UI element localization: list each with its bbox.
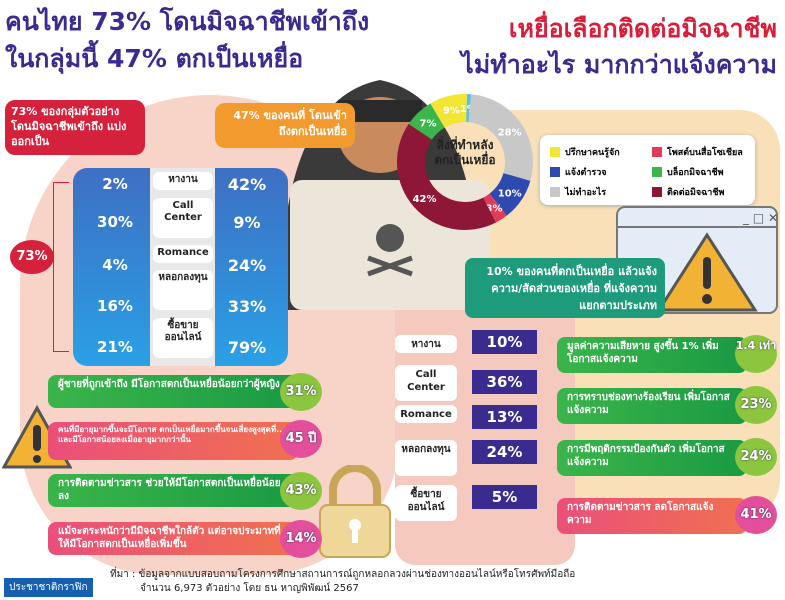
fact-bar: การติดตามข่าวสาร ลดโอกาสแจ้งความ	[557, 498, 747, 534]
headline-left-1: คนไทย 73% โดนมิจฉาชีพเข้าถึง	[5, 7, 370, 36]
legend-item: ติดต่อมิจฉาชีพ	[652, 185, 724, 199]
legend-label: ติดต่อมิจฉาชีพ	[667, 188, 725, 198]
donut-slice-label: 3%	[486, 204, 503, 215]
report-value: 5%	[472, 485, 537, 509]
legend-item: โพสต์บนสื่อโซเชียล	[652, 145, 743, 159]
report-summary: 10% ของคนที่ตกเป็นเหยื่อ แล้วแจ้งความ/สั…	[465, 258, 665, 318]
fact-value: 43%	[280, 472, 322, 510]
report-value: 36%	[472, 370, 537, 394]
fact-value: 41%	[735, 496, 777, 534]
donut-slice	[397, 123, 496, 231]
category-label: ซื้อขายออนไลน์	[153, 318, 213, 358]
victim-value: 9%	[233, 213, 261, 232]
donut-slice	[466, 94, 472, 123]
victim-value: 33%	[227, 297, 267, 316]
legend-item: แจ้งตำรวจ	[550, 165, 607, 179]
fact-bar: การติดตามข่าวสาร ช่วยให้มีโอกาสตกเป็นเหย…	[48, 474, 298, 507]
category-label: Romance	[153, 245, 213, 263]
donut-slice	[430, 94, 468, 128]
report-value: 24%	[472, 440, 537, 464]
fact-bar: ผู้ชายที่ถูกเข้าถึง มีโอกาสตกเป็นเหยื่อน…	[48, 375, 298, 408]
donut-slice-label: 28%	[498, 128, 522, 139]
fact-bar: การมีพฤติกรรมป้องกันตัว เพิ่มโอกาสแจ้งคว…	[557, 440, 747, 476]
reached-value: 4%	[102, 256, 128, 274]
source-line: จำนวน 6,973 ตัวอย่าง โดย ธน หาญพิพัฒน์ 2…	[140, 583, 359, 594]
donut-slice-label: 42%	[413, 194, 437, 205]
reached-value: 30%	[97, 213, 133, 231]
donut-slice	[468, 94, 533, 181]
fact-bar: มูลค่าความเสียหาย สูงขึ้น 1% เพิ่มโอกาสแ…	[557, 337, 747, 373]
source-line: ที่มา : ข้อมูลจากแบบสอบถามโครงการศึกษาสถ…	[110, 569, 576, 580]
bracket	[53, 182, 69, 352]
category-label: หลอกลงทุน	[153, 270, 213, 310]
legend-label: ปรึกษาคนรู้จัก	[565, 148, 620, 158]
source-note: ที่มา : ข้อมูลจากแบบสอบถามโครงการศึกษาสถ…	[110, 568, 575, 596]
svg-text:_ □ ✕: _ □ ✕	[742, 211, 778, 225]
donut-center-label: สิ่งที่ทำหลังตกเป็นเหยื่อ	[434, 138, 496, 167]
report-category: Romance	[395, 405, 457, 423]
padlock-icon	[319, 465, 391, 558]
callout-reached: 73% ของกลุ่มตัวอย่าง โดนมิจฉาชีพเข้าถึง …	[5, 100, 145, 155]
donut-slice-label: 1%	[460, 104, 477, 115]
legend-swatch	[550, 167, 560, 177]
fact-value: 24%	[735, 438, 777, 476]
reached-value: 2%	[102, 175, 128, 193]
brand-logo: ประชาชาติกราฟิก	[4, 578, 93, 597]
legend-item: บล็อกมิจฉาชีพ	[652, 165, 724, 179]
fact-value: 14%	[280, 520, 322, 558]
donut-slice	[408, 103, 445, 140]
donut-slice-label: 7%	[419, 119, 436, 130]
legend-label: โพสต์บนสื่อโซเชียล	[667, 148, 743, 158]
donut-legend: ปรึกษาคนรู้จักไม่ทำอะไร แจ้งตำรวจ โพสต์บนส…	[540, 135, 755, 205]
legend-swatch	[652, 147, 662, 157]
legend-label: แจ้งตำรวจ	[565, 168, 607, 178]
fact-value: 23%	[735, 386, 777, 424]
fact-bar: แม้จะตระหนักว่ามีมิจฉาชีพใกล้ตัว แต่อาจป…	[48, 522, 298, 555]
donut-slice	[489, 173, 531, 216]
report-value: 13%	[472, 405, 537, 429]
fact-value: 45 ปี	[280, 420, 322, 458]
victim-value: 24%	[227, 256, 267, 275]
report-category: Call Center	[395, 365, 457, 401]
headline-left-2: ในกลุ่มนี้ 47% ตกเป็นเหยื่อ	[5, 44, 304, 73]
victim-value: 42%	[227, 175, 267, 194]
legend-swatch	[550, 147, 560, 157]
report-category: หลอกลงทุน	[395, 440, 457, 476]
donut-slice-label: 10%	[498, 188, 522, 199]
category-label: Call Center	[153, 198, 213, 238]
callout-victims: 47% ของคนที่ โดนเข้าถึงตกเป็นเหยื่อ	[215, 103, 355, 148]
fact-bar: การทราบช่องทางร้องเรียน เพิ่มโอกาสแจ้งคว…	[557, 388, 747, 424]
fact-value: 31%	[280, 373, 322, 411]
reached-value: 16%	[97, 297, 133, 315]
donut-chart: 9% 1% 28% 10% 3% 42% 7%	[397, 94, 533, 231]
legend-swatch	[652, 167, 662, 177]
report-value: 10%	[472, 330, 537, 354]
reached-value: 21%	[97, 338, 133, 356]
legend-swatch	[550, 187, 560, 197]
donut-slice	[483, 193, 507, 223]
total-badge: 73%	[10, 240, 54, 274]
legend-item: ปรึกษาคนรู้จัก	[550, 145, 620, 159]
category-label: หางาน	[153, 172, 213, 190]
victim-value: 79%	[227, 338, 267, 357]
report-category: ซื้อขายออนไลน์	[395, 485, 457, 521]
legend-item: ไม่ทำอะไร	[550, 185, 606, 199]
legend-label: ไม่ทำอะไร	[565, 188, 607, 198]
report-category: หางาน	[395, 335, 457, 353]
fact-bar: คนที่มีอายุมากขึ้นจะมีโอกาส ตกเป็นเหยื่อ…	[48, 422, 298, 460]
donut-slice-label: 9%	[443, 106, 460, 117]
fact-value: 1.4 เท่า	[735, 335, 777, 373]
legend-label: บล็อกมิจฉาชีพ	[667, 168, 724, 178]
headline-right-1: เหยื่อเลือกติดต่อมิจฉาชีพ	[508, 14, 777, 43]
headline-right-2: ไม่ทำอะไร มากกว่าแจ้งความ	[461, 50, 777, 79]
legend-swatch	[652, 187, 662, 197]
